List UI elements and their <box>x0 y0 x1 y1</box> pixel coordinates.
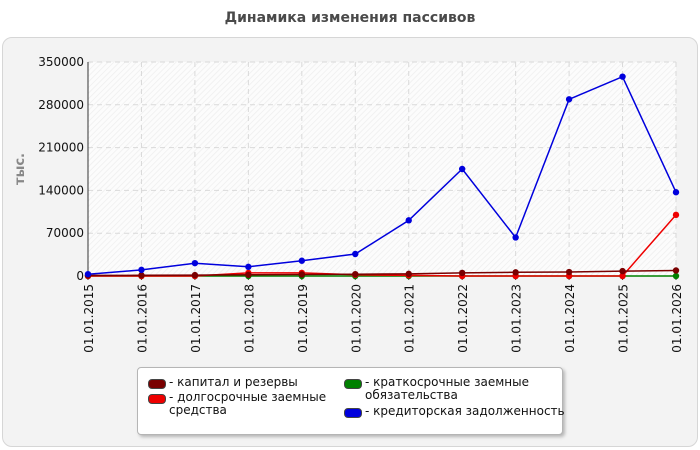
data-point <box>458 165 466 173</box>
data-point <box>245 271 252 278</box>
data-point <box>672 272 680 280</box>
data-point <box>672 267 680 274</box>
series-line <box>87 75 677 275</box>
data-point <box>565 96 573 103</box>
plot-area <box>88 62 676 276</box>
data-point <box>565 268 573 276</box>
series-line <box>88 214 677 277</box>
data-point <box>512 234 519 241</box>
x-tick-label: 01.01.2022 <box>456 284 470 353</box>
series-line <box>87 269 677 277</box>
data-point <box>405 270 412 278</box>
legend-label: - капитал и резервы <box>169 375 298 389</box>
y-tick-label: 280000 <box>38 98 84 112</box>
y-tick-label: 70000 <box>46 226 84 240</box>
data-point <box>405 217 412 224</box>
data-point <box>84 270 92 278</box>
data-point <box>619 73 626 80</box>
x-tick-label: 01.01.2018 <box>242 284 256 353</box>
data-point <box>619 272 626 280</box>
legend-label: - долгосрочные заемные средства <box>169 390 327 417</box>
data-point <box>619 267 626 275</box>
x-tick-label: 01.01.2019 <box>296 284 310 353</box>
x-tick-label: 01.01.2015 <box>82 284 96 353</box>
y-tick-label: 140000 <box>38 183 84 197</box>
data-point <box>298 271 306 278</box>
legend-swatch <box>344 408 362 418</box>
data-point <box>245 263 252 271</box>
legend-swatch <box>148 394 166 404</box>
legend-item: - долгосрочные заемные средства <box>148 391 339 417</box>
data-point <box>672 211 680 219</box>
x-tick-label: 01.01.2024 <box>563 284 577 353</box>
chart-title: Динамика изменения пассивов <box>224 10 476 26</box>
legend-item: - краткосрочные заемные обязательства <box>344 376 555 402</box>
legend-label: - кредиторская задолженность <box>365 404 565 418</box>
x-tick-label: 01.01.2026 <box>670 284 684 353</box>
data-point <box>352 250 359 258</box>
legend-item: - капитал и резервы <box>148 376 339 389</box>
x-tick-label: 01.01.2025 <box>617 284 631 353</box>
data-point <box>138 266 145 274</box>
y-tick-label: 350000 <box>38 55 84 69</box>
data-point <box>352 270 359 278</box>
x-tick-label: 01.01.2020 <box>349 284 363 353</box>
x-tick-label: 01.01.2023 <box>510 284 524 353</box>
data-point <box>191 271 199 279</box>
data-point <box>138 272 145 279</box>
legend-swatch <box>344 379 362 389</box>
x-tick-label: 01.01.2016 <box>135 284 149 353</box>
data-point <box>458 269 466 277</box>
data-point <box>298 257 306 264</box>
x-tick-label: 01.01.2021 <box>403 284 417 353</box>
legend-label: - краткосрочные заемные обязательства <box>365 375 529 402</box>
data-point <box>191 259 199 267</box>
x-tick-label: 01.01.2017 <box>189 284 203 353</box>
data-point <box>512 269 519 276</box>
y-tick-label: 210000 <box>38 141 84 155</box>
y-tick-label: 0 <box>76 269 84 283</box>
data-point <box>672 189 680 196</box>
legend: - капитал и резервы - долгосрочные заемн… <box>137 367 565 435</box>
legend-swatch <box>148 379 166 389</box>
legend-item: - кредиторская задолженность <box>344 405 565 418</box>
y-axis-label: тыс. <box>13 153 28 185</box>
